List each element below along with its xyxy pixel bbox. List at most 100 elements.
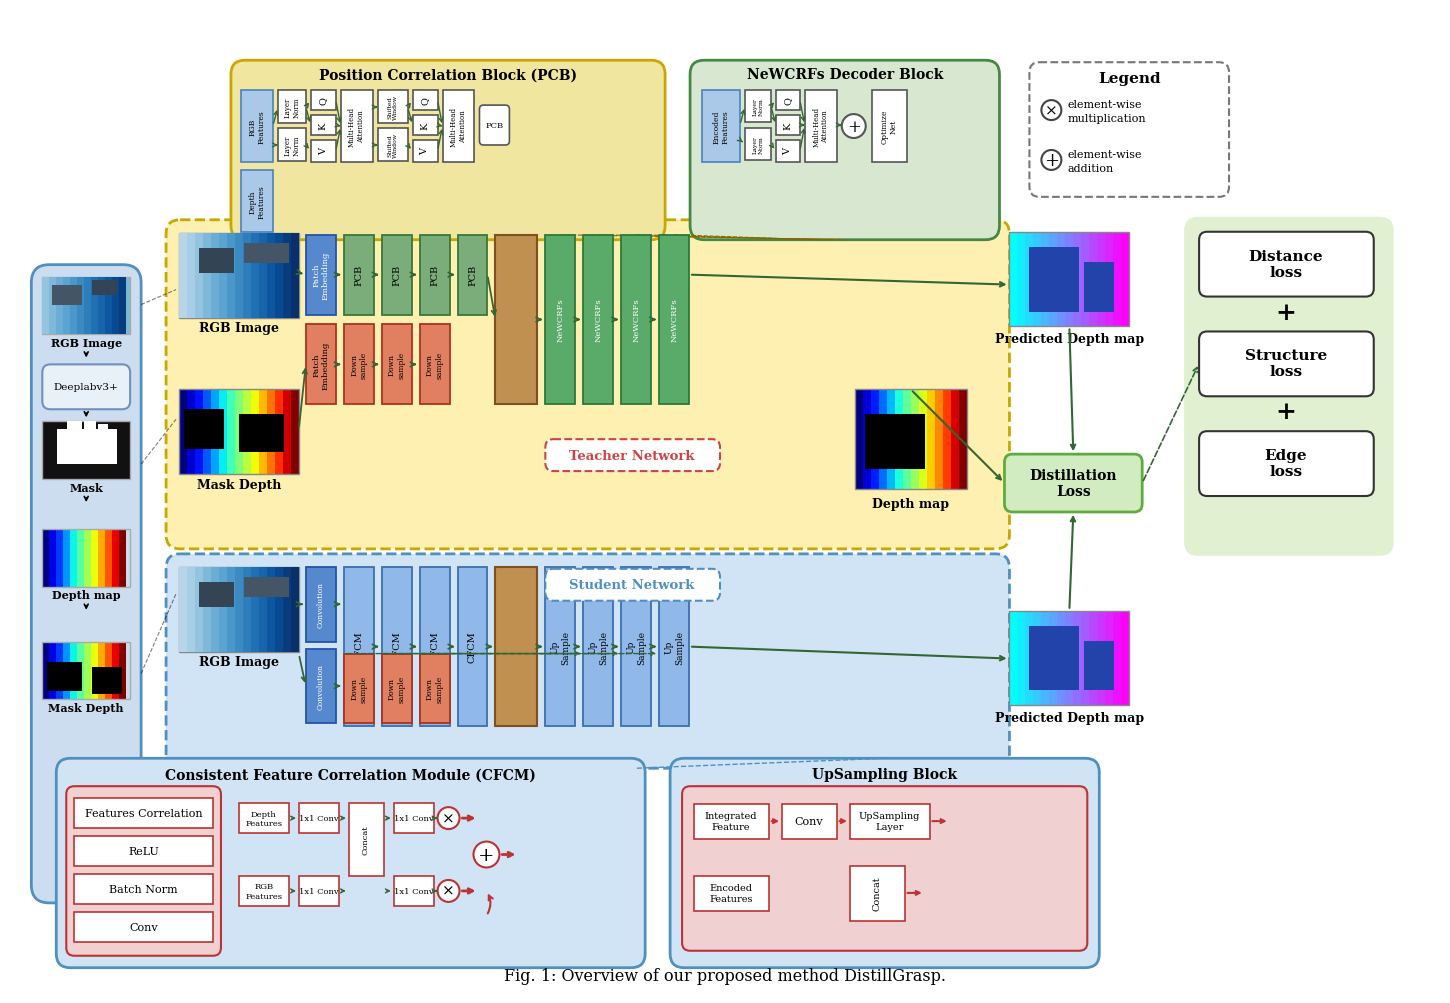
Text: Shifted
Window: Shifted Window — [387, 132, 399, 157]
Bar — [119, 642, 126, 700]
Bar — [57, 530, 64, 587]
Bar — [219, 390, 228, 474]
Text: Depth map: Depth map — [871, 498, 950, 511]
Bar — [854, 390, 967, 489]
Circle shape — [438, 807, 460, 829]
Bar — [344, 325, 374, 405]
Bar — [1085, 263, 1114, 312]
Text: Position Correlation Block (PCB): Position Correlation Block (PCB) — [319, 68, 577, 82]
Bar — [112, 530, 119, 587]
Bar — [203, 568, 212, 652]
Text: Q: Q — [783, 97, 792, 105]
Bar — [496, 568, 538, 726]
Bar — [228, 234, 235, 318]
Bar — [99, 530, 106, 587]
Bar — [377, 91, 407, 124]
Bar — [1025, 611, 1034, 706]
Bar — [42, 530, 49, 587]
Bar — [864, 415, 925, 469]
Bar — [70, 278, 77, 335]
Text: multiplication: multiplication — [1067, 114, 1146, 124]
Bar — [235, 568, 244, 652]
Text: UpSampling
Layer: UpSampling Layer — [858, 811, 921, 830]
Bar — [74, 874, 213, 904]
Text: NeWCRFs: NeWCRFs — [670, 299, 679, 342]
Text: Layer
Norm: Layer Norm — [753, 136, 763, 153]
Bar — [84, 530, 91, 587]
Text: Layer
Norm: Layer Norm — [283, 135, 300, 155]
Bar — [1009, 233, 1018, 327]
Bar — [805, 91, 837, 162]
Bar — [1089, 233, 1098, 327]
Text: +: + — [478, 846, 494, 864]
Bar — [458, 568, 487, 726]
Bar — [1009, 233, 1130, 327]
Bar — [621, 568, 651, 726]
Bar — [871, 91, 906, 162]
Text: 1x1 Conv: 1x1 Conv — [394, 887, 434, 895]
Bar — [70, 530, 77, 587]
Bar — [251, 234, 260, 318]
Text: Depth map: Depth map — [52, 590, 120, 601]
Text: Concat: Concat — [361, 824, 370, 854]
FancyBboxPatch shape — [670, 758, 1099, 968]
Text: Features Correlation: Features Correlation — [84, 808, 203, 818]
Bar — [178, 234, 187, 318]
Bar — [42, 530, 130, 587]
Text: V: V — [420, 148, 429, 155]
Bar — [377, 129, 407, 161]
Bar — [260, 390, 267, 474]
Bar — [42, 642, 130, 700]
Bar — [112, 642, 119, 700]
Bar — [106, 278, 112, 335]
Text: Up
Sample: Up Sample — [551, 630, 570, 664]
Bar — [776, 91, 800, 111]
Bar — [850, 867, 905, 921]
Bar — [49, 642, 57, 700]
Bar — [1098, 611, 1105, 706]
Bar — [267, 568, 276, 652]
Bar — [1105, 233, 1114, 327]
Bar — [1050, 611, 1057, 706]
Bar — [306, 236, 336, 315]
Bar — [276, 568, 283, 652]
Bar — [93, 280, 117, 295]
Bar — [1034, 611, 1041, 706]
Bar — [887, 390, 895, 489]
Bar — [1034, 233, 1041, 327]
Text: Down
sample: Down sample — [349, 351, 367, 378]
Text: Multi-Head
Attention: Multi-Head Attention — [348, 107, 365, 146]
Text: Conv: Conv — [129, 922, 158, 932]
Bar — [1105, 611, 1114, 706]
Bar — [1030, 248, 1079, 312]
Bar — [1073, 233, 1082, 327]
FancyBboxPatch shape — [1199, 431, 1373, 496]
Bar — [228, 390, 235, 474]
Bar — [219, 568, 228, 652]
Bar — [64, 642, 70, 700]
Bar — [776, 116, 800, 135]
Bar — [583, 568, 613, 726]
Bar — [310, 116, 336, 135]
Bar — [413, 91, 438, 111]
Bar — [91, 642, 99, 700]
Bar — [1066, 233, 1073, 327]
Bar — [919, 390, 927, 489]
FancyBboxPatch shape — [690, 61, 999, 241]
Text: addition: addition — [1067, 163, 1114, 174]
Bar — [1082, 233, 1089, 327]
Bar — [178, 568, 187, 652]
Bar — [1041, 233, 1050, 327]
Circle shape — [438, 880, 460, 902]
Bar — [178, 390, 187, 474]
Bar — [99, 278, 106, 335]
Text: V: V — [319, 148, 328, 155]
Bar — [545, 236, 576, 405]
Text: Down
sample: Down sample — [389, 675, 405, 702]
Text: Teacher Network: Teacher Network — [570, 449, 695, 462]
Bar — [283, 234, 291, 318]
Text: Concat: Concat — [873, 876, 882, 911]
Bar — [344, 236, 374, 315]
FancyBboxPatch shape — [682, 786, 1088, 951]
Text: PCB: PCB — [431, 265, 439, 286]
